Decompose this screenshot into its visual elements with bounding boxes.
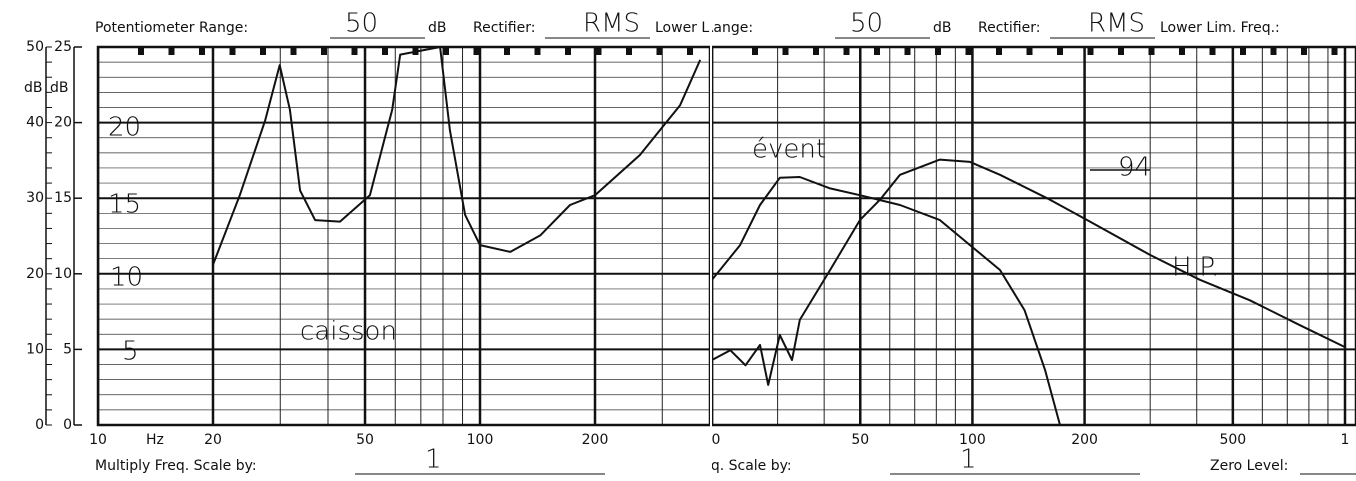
paper-mark xyxy=(168,47,175,55)
header-value: 50 xyxy=(345,9,378,39)
paper-mark xyxy=(1057,47,1063,55)
footer-label: Multiply Freq. Scale by: xyxy=(95,458,257,474)
x-tick-label: 500 xyxy=(1219,432,1246,448)
paper-mark xyxy=(443,47,449,55)
panel: 0 50 100 200 500 1 Potentiometer Range: 50 dB Rec… xyxy=(600,9,1356,475)
plot-area xyxy=(712,46,1356,426)
paper-mark xyxy=(843,47,850,55)
y2-tick-label: 25 xyxy=(54,39,72,55)
annotation: 15 xyxy=(108,190,141,220)
paper-mark xyxy=(1026,47,1033,55)
paper-mark xyxy=(782,47,789,55)
annotation: évent xyxy=(752,135,826,165)
x-tick-label: 0 xyxy=(712,432,721,448)
y-tick-label: 20 xyxy=(26,266,44,282)
header-label: Lower Lim. Freq.: xyxy=(655,20,775,36)
y2-tick-label: 15 xyxy=(54,190,72,206)
x-tick-label: 50 xyxy=(851,432,869,448)
y-unit: dB xyxy=(24,80,43,96)
y-tick-label: 10 xyxy=(26,341,44,357)
paper-mark xyxy=(229,47,236,55)
x-tick-label: 100 xyxy=(467,432,494,448)
x-tick-label: 10 xyxy=(89,432,107,448)
plot-frame xyxy=(96,45,710,427)
header-label: Potentiometer Range: xyxy=(600,20,753,36)
paper-mark xyxy=(260,47,266,55)
paper-mark xyxy=(290,47,297,55)
paper-mark xyxy=(473,47,480,55)
x-tick-label: 200 xyxy=(1071,432,1098,448)
paper-mark xyxy=(1087,47,1094,55)
annotation: 94 xyxy=(1118,153,1151,183)
paper-mark xyxy=(1118,47,1124,55)
y2-tick-label: 20 xyxy=(54,115,72,131)
y2-tick-label: 5 xyxy=(63,341,72,357)
y-tick-label: 40 xyxy=(26,115,44,131)
header-label: Lower Lim. Freq.: xyxy=(1160,20,1280,36)
paper-mark xyxy=(1179,47,1185,55)
paper-mark xyxy=(595,47,602,55)
paper-mark xyxy=(626,47,632,55)
y-tick-label: 0 xyxy=(35,417,44,433)
paper-mark xyxy=(138,47,144,55)
paper-mark xyxy=(199,47,205,55)
paper-mark xyxy=(874,47,880,55)
y2-unit: dB xyxy=(50,80,69,96)
response-curve xyxy=(712,158,1346,386)
paper-mark xyxy=(504,47,510,55)
x-tick-label: 200 xyxy=(582,432,609,448)
paper-mark xyxy=(565,47,571,55)
paper-mark xyxy=(321,47,327,55)
header-label: Potentiometer Range: xyxy=(95,20,248,36)
paper-mark xyxy=(351,47,358,55)
paper-mark xyxy=(1270,47,1277,55)
footer-value: 1 xyxy=(425,445,442,475)
paper-mark xyxy=(1209,47,1216,55)
paper-mark xyxy=(813,47,819,55)
header-label: Rectifier: xyxy=(473,20,535,36)
paper-mark xyxy=(752,47,758,55)
paper-mark xyxy=(904,47,911,55)
annotation: caisson xyxy=(300,317,397,347)
x-tick-label: 50 xyxy=(356,432,374,448)
header-label: dB xyxy=(933,20,952,36)
paper-mark xyxy=(382,47,388,55)
header-label: dB xyxy=(428,20,447,36)
paper-mark xyxy=(687,47,693,55)
paper-mark xyxy=(1301,47,1307,55)
response-curve xyxy=(212,46,702,266)
x-tick-label: 1 xyxy=(1341,432,1350,448)
paper-mark xyxy=(965,47,972,55)
x-unit: Hz xyxy=(146,432,164,448)
footer-label: Multiply Freq. Scale by: xyxy=(630,458,792,474)
plot-frame xyxy=(712,45,1356,427)
paper-mark xyxy=(656,47,663,55)
footer-label: Zero Level: xyxy=(1210,458,1288,474)
y2-tick-label: 0 xyxy=(63,417,72,433)
header-value: 50 xyxy=(850,9,883,39)
paper-mark xyxy=(1240,47,1246,55)
header-value: RMS xyxy=(583,9,640,39)
plot-area xyxy=(98,46,710,426)
paper-mark xyxy=(1148,47,1155,55)
annotation: 5 xyxy=(122,337,139,367)
paper-mark xyxy=(1331,47,1338,55)
response-curve xyxy=(712,176,1061,426)
header-value: RMS xyxy=(1088,9,1145,39)
paper-mark xyxy=(534,47,541,55)
y-tick-label: 30 xyxy=(26,190,44,206)
x-tick-label: 20 xyxy=(204,432,222,448)
annotation: 10 xyxy=(110,263,143,293)
y2-tick-label: 10 xyxy=(54,266,72,282)
header-label: Rectifier: xyxy=(978,20,1040,36)
y-tick-label: 50 xyxy=(26,39,44,55)
x-tick-label: 100 xyxy=(959,432,986,448)
annotation: 20 xyxy=(108,113,141,143)
paper-mark xyxy=(935,47,941,55)
annotation: H.P. xyxy=(1172,253,1219,283)
footer-value: 1 xyxy=(960,445,977,475)
paper-mark xyxy=(996,47,1002,55)
panel: 10 20 50 100 200Hz01020304050dB0510152025dBP… xyxy=(24,9,775,475)
